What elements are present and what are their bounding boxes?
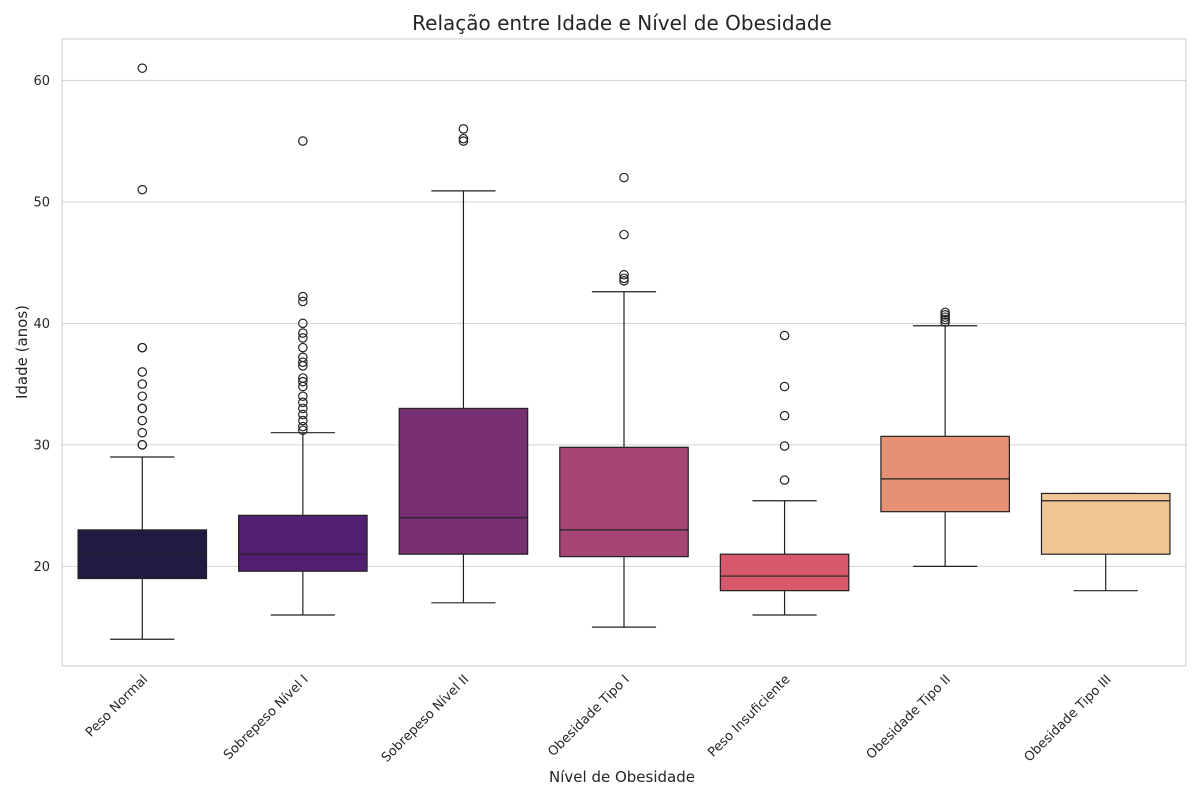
box-group [559,172,689,628]
outlier-point [298,391,308,402]
outlier-point [619,269,629,280]
outlier-point [298,318,308,329]
outlier-point [137,415,148,426]
outlier-point [458,136,469,146]
chart-title: Relação entre Idade e Nível de Obesidade [412,11,832,35]
box [719,553,850,592]
box [1040,492,1171,555]
outlier-point [137,63,148,73]
outlier-point [940,314,950,325]
outlier-point [137,391,148,402]
outlier-point [137,342,148,353]
outlier-point [298,425,308,436]
outlier-point [619,273,629,284]
outlier-point [940,307,950,318]
y-tick-labels: 20 30 40 50 60 [33,74,50,575]
outlier-point [619,172,629,183]
outlier-point [619,276,629,286]
outlier-point [137,403,148,414]
outlier-point [298,421,308,432]
outlier-point [779,441,790,451]
y-tick-label: 60 [33,74,50,89]
outlier-point [298,403,308,414]
y-tick-label: 40 [33,317,50,332]
outlier-point [298,342,308,353]
box [238,514,368,572]
y-tick-label: 30 [33,438,50,453]
y-axis-label: Idade (anos) [13,305,31,399]
outlier-point [298,409,308,420]
outlier-point [298,373,308,383]
y-tick-label: 20 [33,560,50,575]
outlier-point [298,376,308,387]
outlier-point [619,229,629,240]
box-group [880,307,1010,567]
boxes-layer [77,63,1171,640]
y-tick-label: 50 [33,195,50,210]
outlier-point [137,440,148,450]
outlier-point [298,397,308,408]
box-group [398,124,529,604]
outlier-point [137,379,148,389]
box [880,435,1010,513]
x-axis-label: Nível de Obesidade [549,768,695,786]
box-group [77,63,208,640]
outlier-point [298,352,308,363]
box-group [719,330,850,616]
box-group [1040,492,1171,592]
outlier-point [137,184,148,195]
outlier-point [298,357,308,368]
box [559,446,689,558]
outlier-point [298,415,308,426]
outlier-point [298,296,308,307]
outlier-point [779,475,790,485]
outlier-point [940,312,950,323]
outlier-point [779,381,790,392]
outlier-point [137,367,148,377]
outlier-point [940,317,950,327]
outlier-point [779,330,790,341]
outlier-point [137,427,148,438]
outlier-point [779,410,790,421]
outlier-point [298,333,308,343]
box-group [238,136,368,616]
outlier-point [940,310,950,320]
outlier-point [298,136,308,146]
outlier-point [298,291,308,302]
plot-frame [61,38,1187,667]
outlier-point [458,133,469,144]
outlier-point [298,328,308,338]
outlier-point [458,124,469,134]
box [398,407,529,555]
